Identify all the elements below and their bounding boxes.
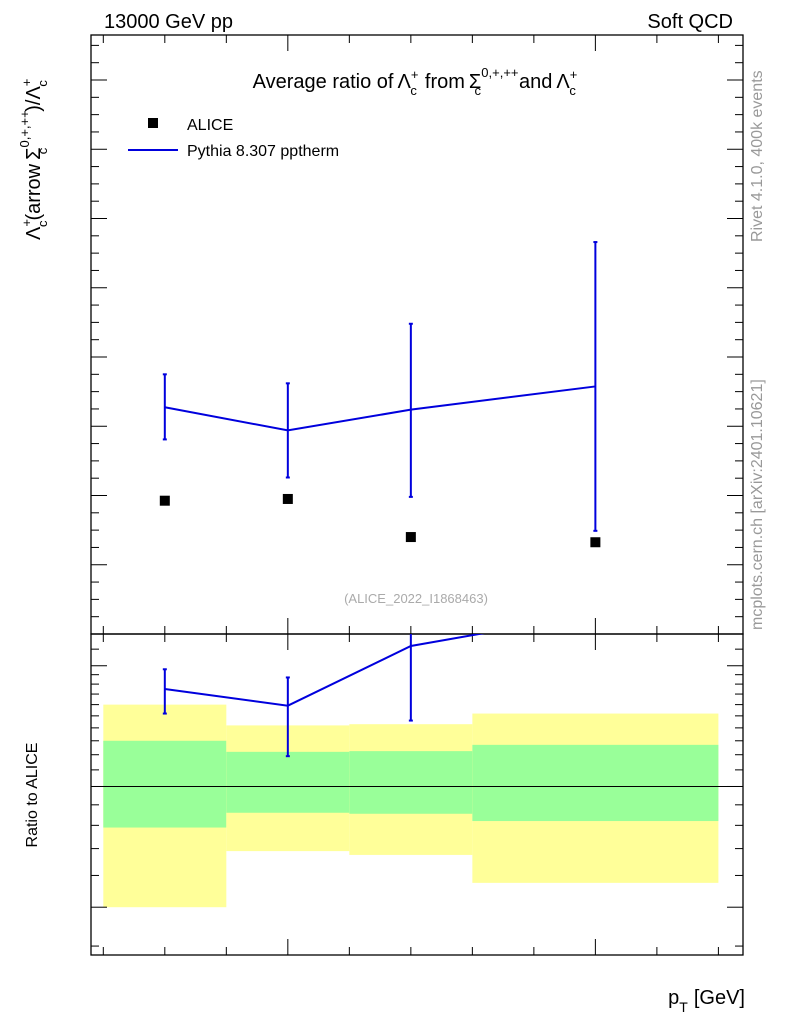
band-inner-1 [226, 751, 350, 813]
ratio-pythia-line [164, 634, 485, 707]
alice-point-0 [159, 495, 170, 506]
alice-point-2 [405, 532, 416, 543]
x-axis-label: pT [GeV] [668, 987, 745, 1015]
alice-point-3 [590, 537, 601, 548]
main-y-axis-label: Λ+c(arrowΣ0,+,++c)/Λ+c [17, 79, 50, 240]
header-left: 13000 GeV pp [104, 11, 233, 33]
plot-title: Average ratio of Λ+ c from Σ0,+,++ c and Λ+ c [253, 65, 578, 98]
legend: ALICE Pythia 8.307 pptherm [128, 117, 339, 160]
rivet-label: Rivet 4.1.0, 400k events [749, 70, 766, 242]
main-plot-marks [159, 241, 601, 548]
mcplots-label: mcplots.cern.ch [arXiv:2401.10621] [749, 379, 766, 630]
ratio-y-axis-label: Ratio to ALICE [24, 743, 41, 848]
legend-label-pythia: Pythia 8.307 pptherm [187, 143, 339, 160]
axis-ticks [91, 35, 743, 955]
band-inner-0 [103, 740, 227, 828]
ratio-plot-marks [91, 634, 743, 787]
legend-marker-alice [148, 118, 158, 128]
alice-point-1 [282, 493, 293, 504]
analysis-watermark: (ALICE_2022_I1868463) [344, 591, 488, 606]
legend-label-alice: ALICE [187, 117, 233, 134]
ratio-bands [103, 704, 719, 908]
band-inner-3 [472, 744, 719, 822]
ratio-plot-frame [90, 633, 744, 956]
pythia-line [164, 385, 596, 432]
band-inner-2 [349, 751, 473, 814]
header-right: Soft QCD [647, 11, 733, 33]
